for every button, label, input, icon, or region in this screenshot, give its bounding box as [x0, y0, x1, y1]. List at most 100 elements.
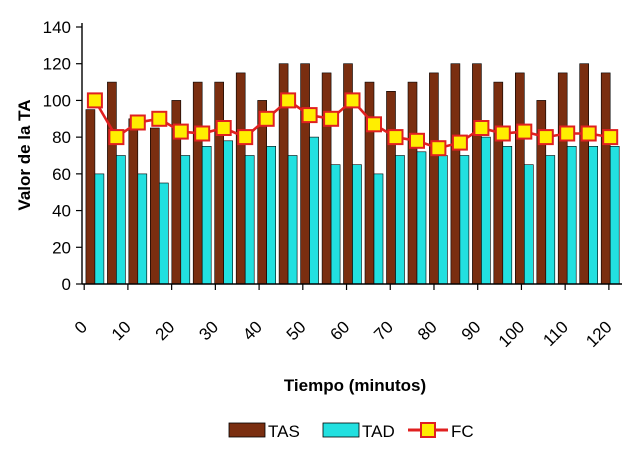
bar-tad-16 — [438, 155, 448, 285]
bar-tad-20 — [523, 164, 534, 285]
y-tick-label-120: 120 — [43, 55, 71, 74]
legend-swatch-tad — [322, 422, 360, 438]
bar-tad-8 — [266, 146, 277, 285]
bar-tad-19 — [502, 146, 513, 285]
bar-tad-11 — [330, 164, 341, 285]
bar-tad-6 — [223, 140, 233, 285]
bar-tas-14 — [386, 91, 396, 285]
legend-label-fc: FC — [451, 422, 474, 441]
bar-tas-3 — [150, 127, 160, 285]
bar-tas-1 — [107, 81, 117, 285]
x-tick-label-80: 80 — [414, 317, 441, 344]
bar-tad-21 — [545, 155, 556, 285]
plot-area — [81, 23, 622, 285]
bar-tas-18 — [472, 63, 482, 285]
point-fc-18 — [473, 120, 490, 136]
x-tick-label-60: 60 — [327, 317, 354, 344]
bar-tad-24 — [609, 146, 620, 285]
bar-tad-12 — [352, 164, 362, 285]
y-tick-label-0: 0 — [62, 275, 71, 294]
bar-tas-10 — [300, 63, 310, 285]
x-tick-label-40: 40 — [239, 317, 266, 344]
bar-tas-16 — [429, 72, 439, 285]
legend-swatch-tas — [228, 422, 266, 438]
bar-tas-7 — [235, 72, 246, 285]
y-axis-ticks: 0 20 40 60 80 100 120 140 — [43, 18, 82, 294]
bar-tas-5 — [192, 81, 203, 285]
bar-tad-3 — [159, 182, 169, 285]
x-tick-label-50: 50 — [283, 317, 310, 344]
bar-tad-13 — [373, 173, 384, 285]
point-fc-1 — [108, 129, 125, 146]
y-tick-label-20: 20 — [52, 238, 71, 257]
legend-marker-fc — [420, 422, 436, 438]
bar-tad-5 — [201, 146, 212, 285]
bar-tas-11 — [321, 72, 332, 285]
bar-tas-21 — [536, 100, 547, 285]
bar-tad-1 — [116, 155, 126, 285]
x-axis-title: Tiempo (minutos) — [284, 376, 426, 395]
point-fc-10 — [301, 107, 318, 124]
bar-tad-9 — [287, 155, 298, 285]
point-fc-16 — [430, 140, 447, 157]
point-fc-23 — [580, 125, 597, 142]
point-fc-13 — [366, 116, 382, 133]
point-fc-15 — [409, 132, 425, 149]
y-tick-label-140: 140 — [43, 18, 71, 37]
point-fc-11 — [323, 110, 340, 127]
bar-tas-17 — [450, 63, 461, 285]
point-fc-8 — [258, 110, 275, 127]
legend: TAS TAD FC — [228, 422, 474, 441]
bar-tad-17 — [459, 155, 470, 285]
point-fc-22 — [559, 125, 576, 142]
point-fc-19 — [494, 125, 511, 142]
x-tick-label-20: 20 — [152, 317, 179, 344]
bar-tas-0 — [85, 109, 96, 285]
bar-tad-2 — [137, 173, 148, 285]
point-fc-3 — [151, 110, 168, 127]
bar-tad-23 — [588, 146, 599, 285]
point-fc-20 — [516, 123, 533, 140]
bar-tad-15 — [416, 151, 427, 285]
x-tick-label-10: 10 — [108, 317, 135, 344]
bar-tad-4 — [180, 155, 191, 285]
bar-tad-7 — [244, 155, 255, 285]
bar-tas-6 — [214, 81, 224, 285]
x-tick-label-100: 100 — [495, 317, 528, 350]
x-axis-ticks: 0 10 20 30 40 50 60 70 80 90 100 110 120 — [71, 284, 616, 351]
bar-tas-8 — [257, 100, 268, 285]
bar-tas-24 — [600, 72, 611, 285]
bar-tas-13 — [364, 81, 375, 285]
point-fc-5 — [194, 125, 211, 142]
bar-tas-23 — [579, 63, 590, 285]
bar-tad-14 — [395, 155, 405, 285]
x-tick-label-110: 110 — [539, 317, 572, 350]
x-tick-label-0: 0 — [71, 317, 91, 337]
y-axis-title: Valor de la TA — [15, 99, 34, 210]
bar-tad-10 — [309, 136, 319, 285]
point-fc-9 — [280, 92, 297, 109]
point-fc-4 — [172, 123, 189, 140]
bar-tas-22 — [557, 72, 568, 285]
y-tick-label-60: 60 — [52, 165, 71, 184]
bar-tad-18 — [481, 136, 491, 285]
point-fc-14 — [387, 129, 404, 146]
point-fc-2 — [129, 114, 146, 131]
point-fc-0 — [86, 92, 103, 109]
point-fc-6 — [215, 120, 232, 136]
x-tick-label-30: 30 — [195, 317, 222, 344]
bar-tad-0 — [94, 173, 105, 285]
point-fc-12 — [344, 92, 361, 109]
point-fc-24 — [602, 129, 619, 146]
point-fc-17 — [451, 134, 468, 151]
point-fc-7 — [237, 129, 254, 146]
y-tick-label-100: 100 — [43, 91, 71, 110]
y-tick-label-80: 80 — [52, 128, 71, 147]
legend-label-tad: TAD — [362, 422, 395, 441]
bar-tas-2 — [128, 118, 139, 285]
legend-label-tas: TAS — [268, 422, 300, 441]
bar-tas-19 — [493, 81, 504, 285]
bar-tad-22 — [566, 146, 577, 285]
bar-tas-20 — [514, 72, 525, 285]
